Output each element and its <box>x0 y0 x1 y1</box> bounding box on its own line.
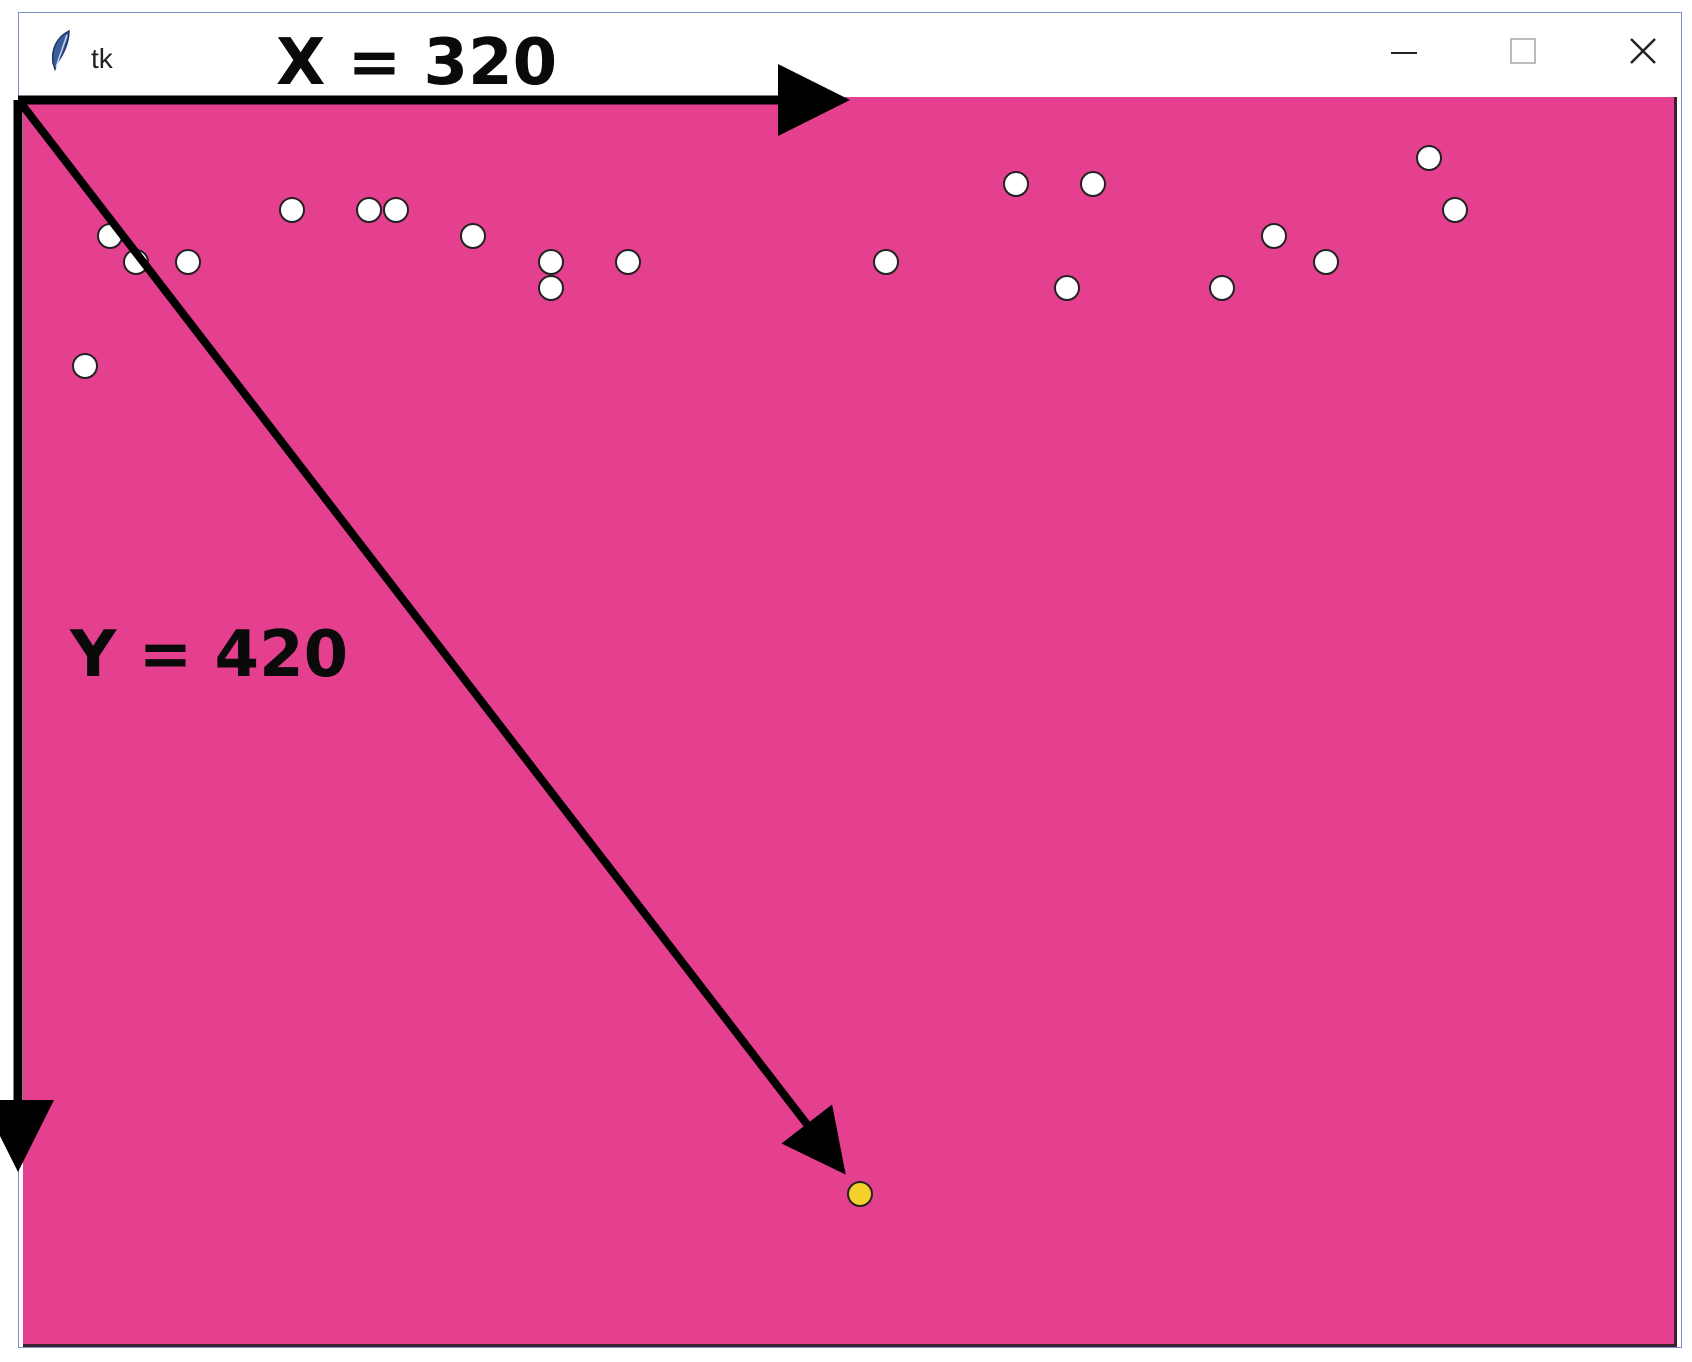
maximize-icon <box>1510 38 1536 64</box>
close-icon <box>1630 38 1656 64</box>
window-title: tk <box>91 43 113 74</box>
minimize-icon <box>1391 52 1417 54</box>
close-button[interactable] <box>1589 13 1692 89</box>
game-canvas[interactable] <box>23 97 1677 1347</box>
title-bar[interactable]: tk <box>19 13 1681 96</box>
app-window: tk <box>18 12 1682 1348</box>
maximize-button[interactable] <box>1469 13 1579 89</box>
feather-icon <box>51 29 70 72</box>
minimize-button[interactable] <box>1349 13 1459 89</box>
